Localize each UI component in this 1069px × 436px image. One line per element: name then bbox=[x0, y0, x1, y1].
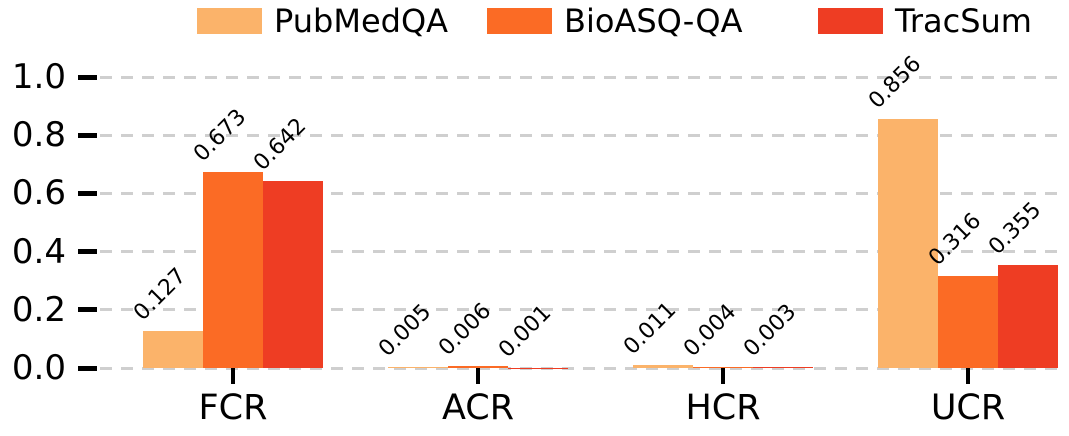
x-axis-label-hcr: HCR bbox=[685, 388, 761, 428]
x-tick-mark-fcr bbox=[231, 368, 235, 384]
gridline-1.0 bbox=[100, 75, 1064, 79]
gridline-0.4 bbox=[100, 250, 1064, 254]
y-tick-mark-0.0 bbox=[78, 365, 97, 371]
gridline-0.6 bbox=[100, 191, 1064, 195]
bar-hcr-tracsum bbox=[753, 367, 813, 368]
y-tick-mark-1.0 bbox=[78, 74, 97, 80]
legend-swatch-pubmedqa-icon bbox=[197, 8, 262, 34]
y-tick-mark-0.4 bbox=[78, 249, 97, 255]
bar-fcr-pubmedqa bbox=[143, 331, 203, 368]
bar-ucr-bioasq-qa bbox=[938, 276, 998, 368]
x-tick-mark-ucr bbox=[966, 368, 970, 384]
x-tick-mark-hcr bbox=[721, 368, 725, 384]
bar-value-label-fcr-pubmedqa: 0.127 bbox=[129, 263, 192, 326]
chart-legend: PubMedQA BioASQ-QA TracSum bbox=[0, 0, 1069, 42]
bar-hcr-bioasq-qa bbox=[693, 366, 753, 368]
y-tick-label: 1.0 bbox=[11, 57, 66, 97]
bar-acr-bioasq-qa bbox=[448, 366, 508, 368]
y-tick-label: 0.0 bbox=[11, 348, 66, 388]
legend-item-pubmedqa: PubMedQA bbox=[197, 4, 448, 38]
gridline-0.8 bbox=[100, 133, 1064, 137]
bar-hcr-pubmedqa bbox=[633, 364, 693, 368]
y-tick-label: 0.8 bbox=[11, 115, 66, 156]
bar-acr-pubmedqa bbox=[388, 366, 448, 368]
bar-fcr-tracsum bbox=[263, 181, 323, 368]
bar-value-label-ucr-pubmedqa: 0.856 bbox=[864, 51, 927, 114]
x-axis-label-acr: ACR bbox=[441, 388, 515, 428]
gridline-0.2 bbox=[100, 308, 1064, 312]
legend-label: BioASQ-QA bbox=[564, 2, 743, 40]
x-axis-label-fcr: FCR bbox=[198, 388, 268, 428]
bar-value-label-fcr-tracsum: 0.642 bbox=[249, 113, 312, 176]
bar-ucr-tracsum bbox=[998, 264, 1058, 368]
gridline-0.0 bbox=[100, 366, 1064, 370]
y-tick-label: 0.4 bbox=[11, 231, 66, 272]
y-tick-label: 0.6 bbox=[11, 173, 66, 214]
legend-swatch-tracsum-icon bbox=[818, 8, 883, 34]
y-tick-mark-0.8 bbox=[78, 132, 97, 138]
y-tick-mark-0.2 bbox=[78, 307, 97, 313]
legend-swatch-bioasq-qa-icon bbox=[487, 8, 552, 34]
y-tick-label: 0.2 bbox=[11, 289, 66, 330]
y-tick-mark-0.6 bbox=[78, 190, 97, 196]
legend-item-tracsum: TracSum bbox=[818, 4, 1032, 38]
legend-label: PubMedQA bbox=[274, 2, 449, 40]
legend-label: TracSum bbox=[895, 2, 1032, 40]
x-axis-label-ucr: UCR bbox=[930, 388, 1006, 428]
bar-fcr-bioasq-qa bbox=[203, 172, 263, 368]
bar-ucr-pubmedqa bbox=[878, 118, 938, 368]
x-tick-mark-acr bbox=[476, 368, 480, 384]
legend-item-bioasq-qa: BioASQ-QA bbox=[487, 4, 743, 38]
